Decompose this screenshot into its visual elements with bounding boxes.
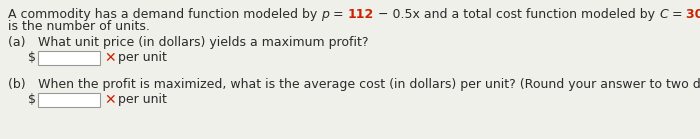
FancyBboxPatch shape bbox=[38, 51, 100, 65]
Text: is the number of units.: is the number of units. bbox=[8, 20, 150, 33]
Text: =: = bbox=[668, 8, 687, 21]
Text: $: $ bbox=[28, 93, 36, 106]
Text: ✕: ✕ bbox=[104, 93, 116, 107]
Text: (b) When the profit is maximized, what is the average cost (in dollars) per unit: (b) When the profit is maximized, what i… bbox=[8, 78, 700, 91]
Text: ✕: ✕ bbox=[104, 51, 116, 65]
Text: 30x + 31.75: 30x + 31.75 bbox=[687, 8, 700, 21]
Text: A commodity has a demand function modeled by: A commodity has a demand function modele… bbox=[8, 8, 321, 21]
Text: (a) What unit price (in dollars) yields a maximum profit?: (a) What unit price (in dollars) yields … bbox=[8, 36, 368, 49]
Text: 112: 112 bbox=[348, 8, 374, 21]
FancyBboxPatch shape bbox=[38, 93, 100, 107]
Text: per unit: per unit bbox=[118, 51, 167, 64]
Text: p: p bbox=[321, 8, 329, 21]
Text: C: C bbox=[659, 8, 668, 21]
Text: − 0.5x and a total cost function modeled by: − 0.5x and a total cost function modeled… bbox=[374, 8, 659, 21]
Text: =: = bbox=[329, 8, 348, 21]
Text: per unit: per unit bbox=[118, 93, 167, 106]
Text: $: $ bbox=[28, 51, 36, 64]
